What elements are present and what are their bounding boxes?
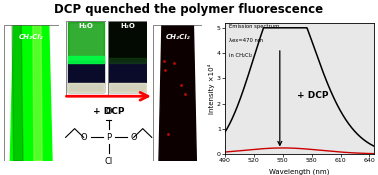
Text: P: P [106,133,111,142]
X-axis label: Wavelength (nm): Wavelength (nm) [270,169,330,175]
Text: O: O [80,133,87,142]
Polygon shape [159,25,196,161]
Polygon shape [109,22,146,61]
Text: λex=470 nm: λex=470 nm [229,38,263,44]
Text: H₂O: H₂O [79,23,93,29]
Polygon shape [109,61,146,92]
Text: in CH₂Cl₂: in CH₂Cl₂ [229,53,253,58]
Polygon shape [68,22,104,61]
Y-axis label: Intensity ×10⁴: Intensity ×10⁴ [208,63,215,114]
Polygon shape [109,83,146,92]
Polygon shape [109,58,146,63]
Text: H₂O: H₂O [120,23,135,29]
Text: + DCP: + DCP [93,107,124,116]
Polygon shape [10,25,52,161]
Text: + DCP: + DCP [297,92,328,100]
Polygon shape [68,56,104,63]
Text: O: O [131,133,137,142]
Text: Cl: Cl [105,157,113,166]
Polygon shape [68,61,104,92]
Text: CH₂Cl₂: CH₂Cl₂ [165,34,190,40]
Polygon shape [33,25,42,161]
Text: O: O [105,107,112,116]
Polygon shape [68,83,104,92]
Text: DCP quenched the polymer fluorescence: DCP quenched the polymer fluorescence [54,3,324,16]
Text: Emission spectrum: Emission spectrum [229,24,280,29]
Text: CH₂Cl₂: CH₂Cl₂ [19,34,43,40]
Polygon shape [12,25,23,161]
